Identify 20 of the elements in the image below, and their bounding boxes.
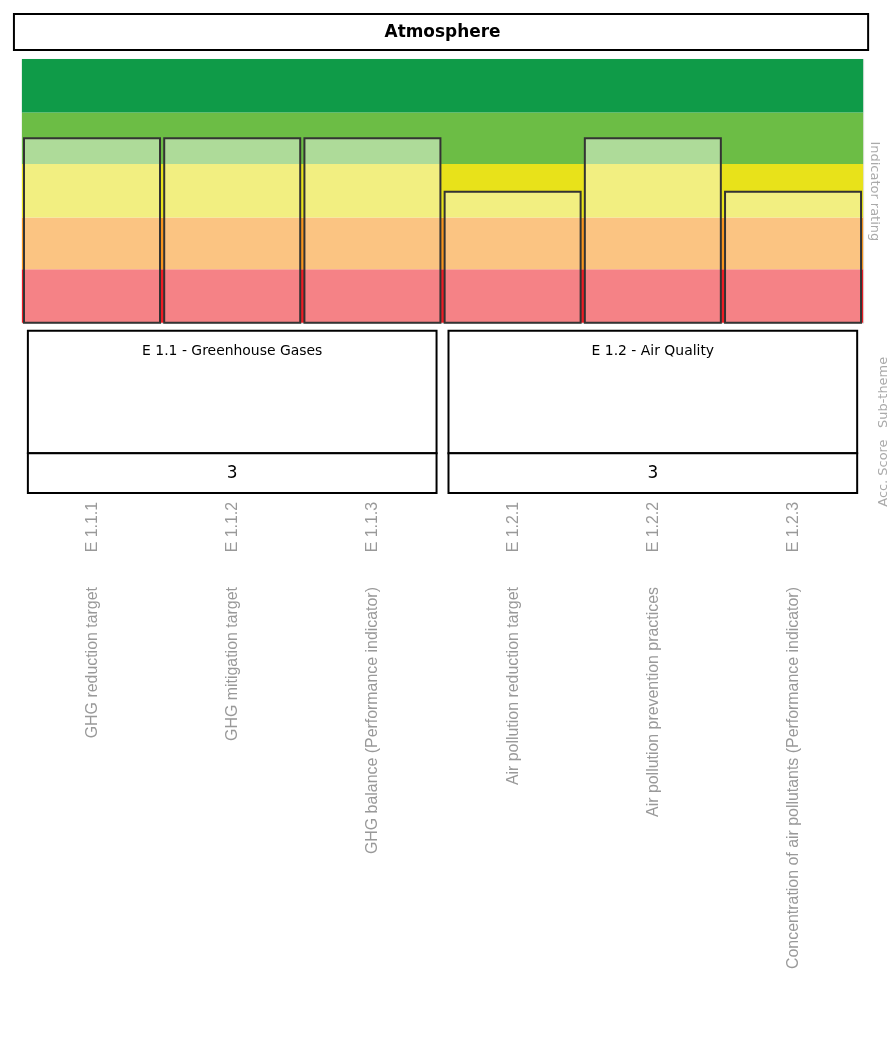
text: E 1.2 - Air Quality [591,341,715,358]
text: E 1.2.1 [503,501,521,553]
text: E 1.1.1 [82,501,100,553]
text: E 1.1 - Greenhouse Gases [142,341,323,358]
x-tick-label: Concentration of air pollutants (Performance indicator) [784,587,802,969]
x-tick-label: Air pollution prevention practices [643,587,661,817]
x-tick-label: GHG reduction target [82,586,100,739]
x-tick-label: Air pollution reduction target [503,586,521,786]
y-axis-title: Indicator rating [867,141,883,242]
text: E 1.1.2 [223,501,241,553]
text: Sub-theme [875,356,891,428]
text: E 1.2.3 [784,501,802,553]
text: E 1.2.2 [643,501,661,553]
x-tick-label: GHG mitigation target [223,586,241,741]
chart-title: Atmosphere [384,21,501,42]
text: 3 [647,462,659,483]
text: Acc. Score [875,439,891,507]
x-tick-label: GHG balance (Performance indicator) [363,587,381,855]
text: E 1.1.3 [363,501,381,553]
text: 3 [226,462,238,483]
